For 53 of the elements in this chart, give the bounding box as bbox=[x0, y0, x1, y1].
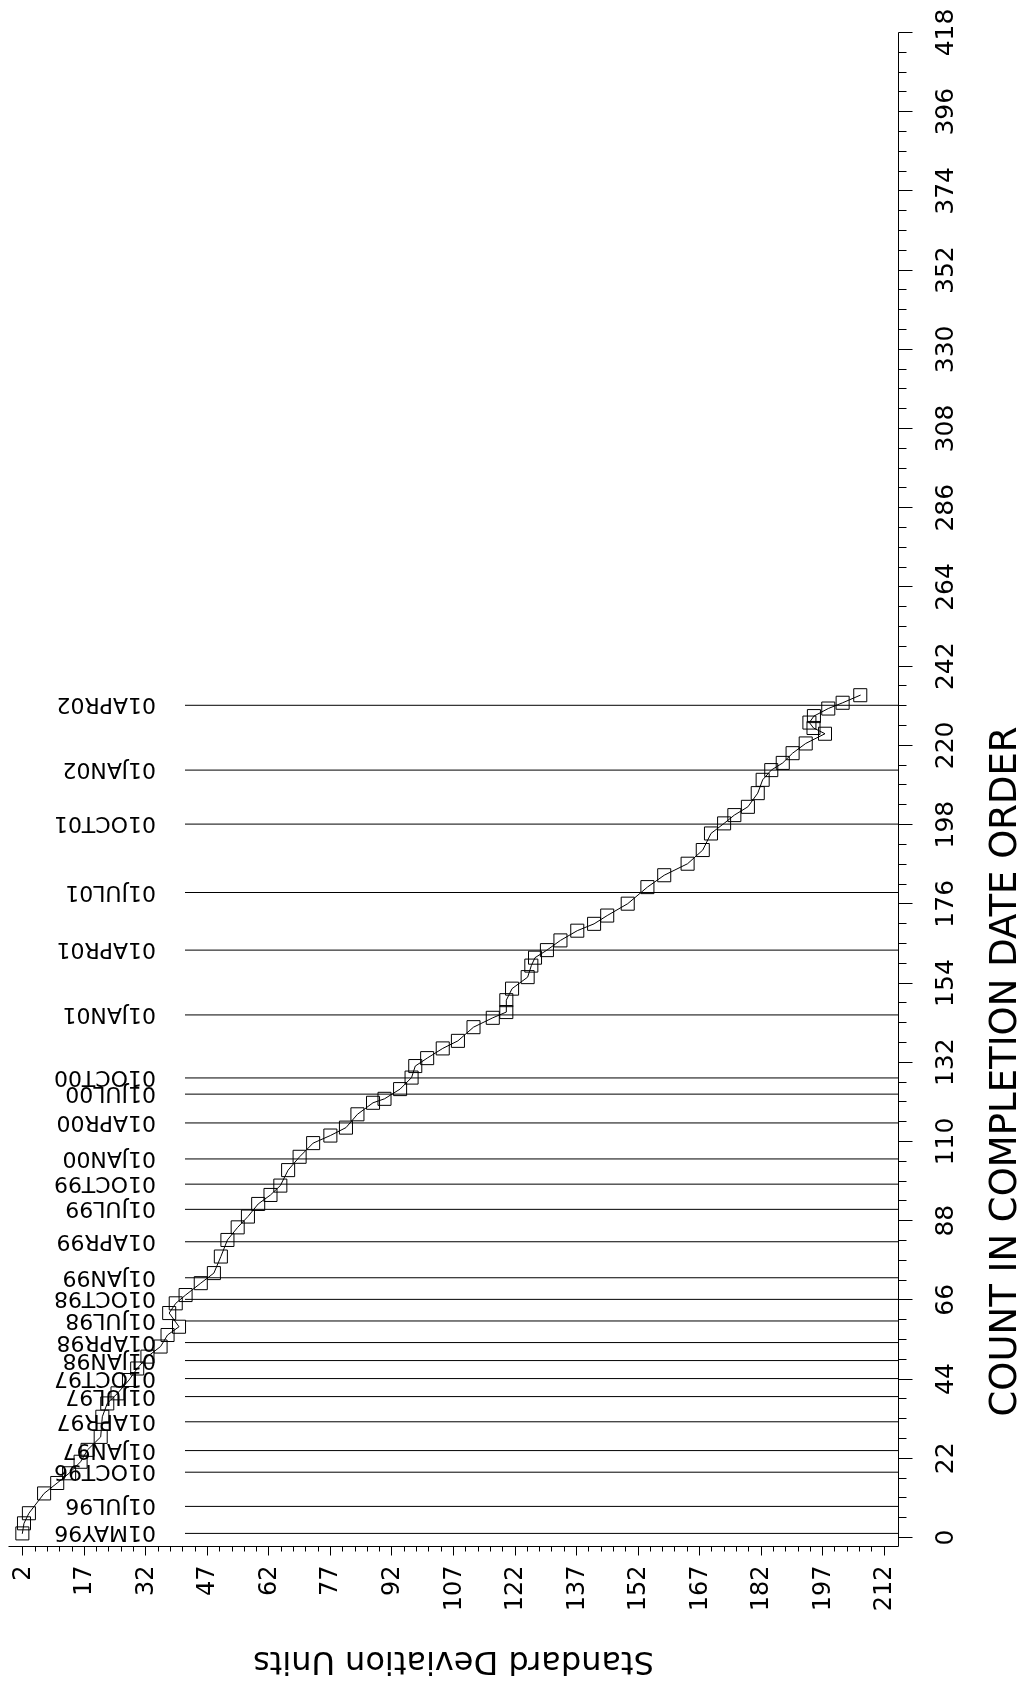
x-tick-label: 17 bbox=[69, 1565, 98, 1597]
y-tick-label: 352 bbox=[929, 246, 959, 294]
ref-line-label: 01APR01 bbox=[56, 938, 156, 964]
y-tick-label: 110 bbox=[929, 1117, 959, 1166]
ref-line-label: 01APR99 bbox=[56, 1229, 156, 1255]
y-tick-label: 286 bbox=[929, 483, 959, 532]
ref-line-label: 01APR02 bbox=[56, 693, 156, 719]
x-tick-label: 107 bbox=[438, 1565, 467, 1612]
ref-line-label: 01MAY96 bbox=[54, 1521, 156, 1547]
ref-line-label: 01JAN99 bbox=[62, 1265, 156, 1291]
ref-line-label: 01JUL96 bbox=[65, 1494, 156, 1520]
x-axis-title: Standard Deviation Units bbox=[253, 1644, 654, 1683]
x-tick-label: 152 bbox=[623, 1565, 652, 1612]
y-tick-label: 330 bbox=[929, 325, 959, 374]
x-tick-label: 47 bbox=[192, 1565, 221, 1597]
x-tick-label: 212 bbox=[869, 1565, 898, 1612]
ref-line-label: 01JAN00 bbox=[62, 1146, 156, 1172]
x-tick-label: 182 bbox=[746, 1565, 775, 1612]
y-tick-label: 0 bbox=[929, 1529, 959, 1546]
y-tick-label: 132 bbox=[929, 1038, 959, 1087]
x-tick-label: 122 bbox=[500, 1565, 529, 1612]
y-tick-label: 374 bbox=[929, 167, 959, 215]
ref-line-label: 01OCT99 bbox=[53, 1172, 156, 1198]
y-tick-label: 66 bbox=[929, 1283, 959, 1316]
ref-line-label: 01JAN01 bbox=[62, 1002, 156, 1028]
y-tick-label: 22 bbox=[929, 1442, 959, 1475]
y-tick-label: 396 bbox=[929, 87, 959, 136]
y-tick-label: 242 bbox=[929, 642, 959, 691]
x-tick-label: 197 bbox=[807, 1565, 836, 1612]
y-tick-label: 220 bbox=[929, 721, 959, 770]
ref-line-label: 01OCT01 bbox=[53, 812, 156, 838]
y-axis-title: COUNT IN COMPLETION DATE ORDER bbox=[981, 726, 1024, 1417]
y-tick-label: 154 bbox=[929, 959, 959, 1007]
x-tick-label: 2 bbox=[7, 1565, 36, 1581]
y-tick-label: 176 bbox=[929, 879, 959, 928]
x-tick-label: 167 bbox=[684, 1565, 713, 1612]
y-tick-label: 264 bbox=[929, 563, 959, 611]
ref-line-label: 01APR00 bbox=[56, 1110, 156, 1136]
ref-line-label: 01JUL99 bbox=[65, 1197, 156, 1223]
ref-line-label: 01JUL01 bbox=[65, 880, 156, 906]
y-tick-label: 418 bbox=[929, 8, 959, 57]
ref-line-label: 01JUL98 bbox=[65, 1308, 156, 1334]
x-tick-label: 77 bbox=[315, 1565, 344, 1597]
y-tick-label: 198 bbox=[929, 800, 959, 849]
x-tick-label: 92 bbox=[376, 1565, 405, 1597]
x-tick-label: 32 bbox=[130, 1565, 159, 1597]
y-tick-label: 308 bbox=[929, 404, 959, 453]
y-tick-label: 88 bbox=[929, 1204, 959, 1237]
x-tick-label: 62 bbox=[253, 1565, 282, 1597]
ref-line-label: 01APR97 bbox=[56, 1409, 156, 1435]
ref-line-label: 01JAN02 bbox=[62, 758, 156, 784]
x-tick-label: 137 bbox=[561, 1565, 590, 1612]
y-tick-label: 44 bbox=[929, 1363, 959, 1395]
